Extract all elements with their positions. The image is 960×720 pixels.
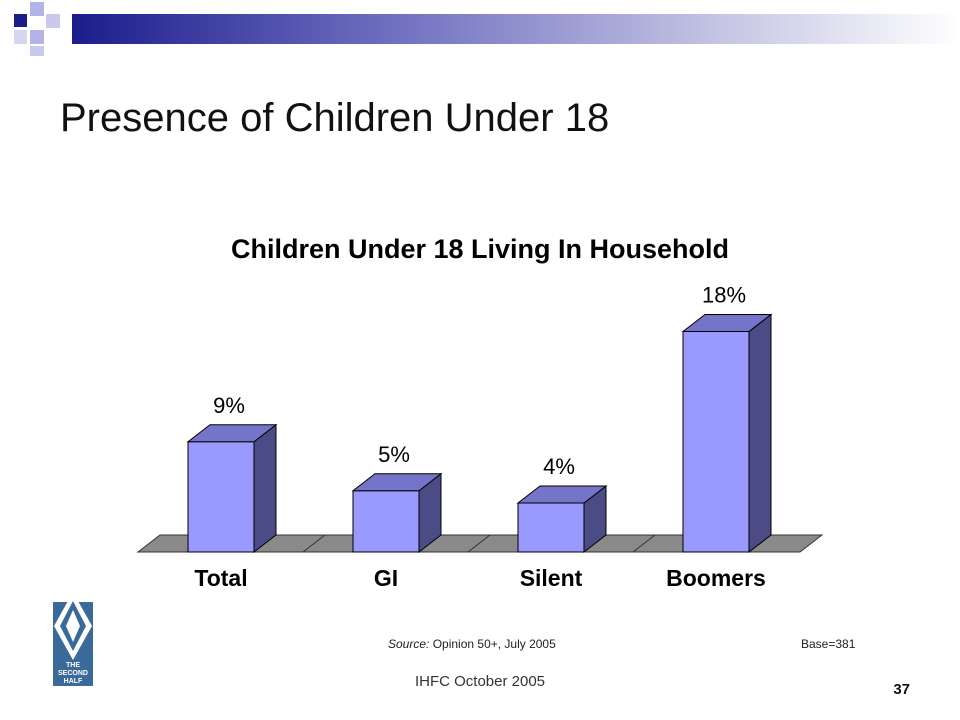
category-label: Silent: [520, 565, 583, 591]
bar-top: [681, 314, 773, 332]
bar-front: [682, 331, 750, 553]
footer-text: IHFC October 2005: [414, 673, 546, 690]
bar-side: [748, 313, 772, 554]
slide-title: Presence of Children Under 18: [60, 96, 610, 140]
value-label: 4%: [543, 454, 575, 479]
value-label: 18%: [702, 283, 746, 308]
logo-line-3: HALF: [64, 678, 83, 685]
bar-boomers: [681, 313, 773, 554]
floor-divider: [302, 534, 326, 553]
bar-silent: [516, 484, 608, 554]
labels-group: 9% Total 5% GI 4% Silent 18% Boomers: [194, 283, 765, 592]
floor-divider: [632, 534, 656, 553]
source-label: Source:: [388, 637, 430, 651]
logo-line-2: SECOND: [58, 670, 88, 677]
bar-top: [186, 424, 278, 443]
deco-square-lavender-2: [46, 14, 60, 28]
deco-square-lavender-1: [30, 2, 44, 16]
bar-total: [186, 423, 278, 554]
chart-title: Children Under 18 Living In Household: [231, 234, 729, 264]
the-second-half-logo-icon: THE SECOND HALF: [53, 592, 93, 686]
logo-line-1: THE: [66, 662, 80, 669]
page-number: 37: [893, 681, 910, 698]
bar-front: [187, 441, 255, 553]
floor-divider: [467, 534, 491, 553]
bar-front: [517, 502, 585, 553]
source-text: Opinion 50+, July 2005: [429, 637, 556, 651]
bar-chart: Children Under 18 Living In Household 9%…: [136, 234, 824, 592]
bar-side: [253, 423, 277, 554]
value-label: 9%: [213, 393, 245, 418]
deco-square-lavender-5: [30, 46, 44, 56]
header-gradient-bar: [72, 14, 960, 44]
deco-square-lavender-3: [30, 30, 44, 44]
category-label: Total: [194, 565, 247, 591]
logo-diamond-inner: [66, 610, 80, 642]
bar-top: [516, 485, 608, 504]
bars-group: [186, 313, 773, 554]
source-note: Source: Opinion 50+, July 2005: [388, 637, 556, 651]
deco-square-navy: [14, 14, 27, 27]
bar-gi: [351, 472, 443, 554]
base-note: Base=381: [801, 637, 856, 651]
deco-square-lavender-4: [14, 30, 27, 44]
category-label: GI: [374, 565, 398, 591]
category-label: Boomers: [666, 565, 766, 591]
bar-front: [352, 490, 420, 553]
bar-top: [351, 473, 443, 492]
value-label: 5%: [378, 442, 410, 467]
